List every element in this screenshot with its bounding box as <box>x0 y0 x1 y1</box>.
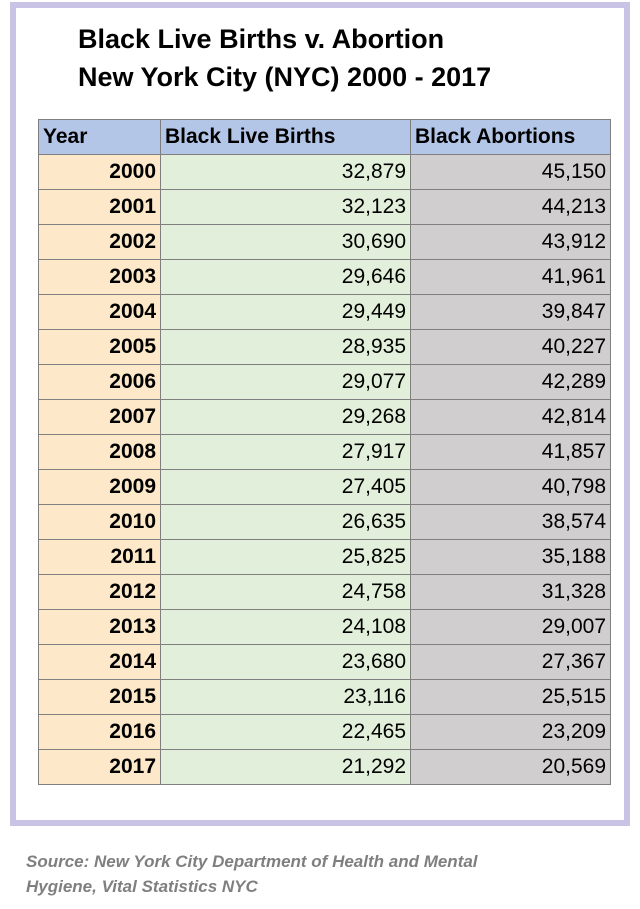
title: New York City (NYC) 2000 - 2017 <box>78 62 492 92</box>
year-cell: 2008 <box>38 434 161 470</box>
year-cell: 2009 <box>38 469 161 505</box>
table-row: 2015 23,116 25,515 <box>38 679 611 715</box>
value-cell: 26,635 <box>160 504 411 540</box>
value-cell: 43,912 <box>410 224 611 260</box>
table-row: 2009 27,405 40,798 <box>38 469 611 505</box>
value-cell: 21,292 <box>160 749 411 785</box>
value-cell: 29,077 <box>160 364 411 400</box>
value-cell: 32,879 <box>160 154 411 190</box>
value-cell: 29,007 <box>410 609 611 645</box>
year-cell: 2006 <box>38 364 161 400</box>
year-cell: 2007 <box>38 399 161 435</box>
frame: Black Live Births v. Abortion New York C… <box>10 2 630 826</box>
year-cell: 2015 <box>38 679 161 715</box>
table-row: 2017 21,292 20,569 <box>38 749 611 785</box>
table-body: 2000 32,879 45,150 2001 32,123 44,213 2002 30,6… <box>38 154 611 785</box>
value-cell: 41,857 <box>410 434 611 470</box>
year-cell: 2005 <box>38 329 161 365</box>
value-cell: 20,569 <box>410 749 611 785</box>
value-cell: 35,188 <box>410 539 611 575</box>
table-row: 2008 27,917 41,857 <box>38 434 611 470</box>
value-cell: 42,289 <box>410 364 611 400</box>
table-row: 2000 32,879 45,150 <box>38 154 611 190</box>
table-row: 2007 29,268 42,814 <box>38 399 611 435</box>
value-cell: 31,328 <box>410 574 611 610</box>
year-cell: 2002 <box>38 224 161 260</box>
year-cell: 2012 <box>38 574 161 610</box>
year-cell: 2013 <box>38 609 161 645</box>
header-row: Year Black Live Births Black Abortions <box>38 119 611 155</box>
table-row: 2010 26,635 38,574 <box>38 504 611 540</box>
value-cell: 40,227 <box>410 329 611 365</box>
value-cell: 24,758 <box>160 574 411 610</box>
value-cell: 29,646 <box>160 259 411 295</box>
table-row: 2004 29,449 39,847 <box>38 294 611 330</box>
value-cell: 32,123 <box>160 189 411 225</box>
table-row: 2013 24,108 29,007 <box>38 609 611 645</box>
data-table: Year Black Live Births Black Abortions 2… <box>38 119 611 785</box>
value-cell: 39,847 <box>410 294 611 330</box>
value-cell: 27,917 <box>160 434 411 470</box>
value-cell: 42,814 <box>410 399 611 435</box>
table-row: 2011 25,825 35,188 <box>38 539 611 575</box>
year-cell: 2011 <box>38 539 161 575</box>
column-header: Black Live Births <box>160 119 411 155</box>
year-cell: 2000 <box>38 154 161 190</box>
year-cell: 2010 <box>38 504 161 540</box>
table-row: 2006 29,077 42,289 <box>38 364 611 400</box>
title: Black Live Births v. Abortion <box>78 24 445 54</box>
value-cell: 30,690 <box>160 224 411 260</box>
year-cell: 2016 <box>38 714 161 750</box>
source-note: Source: New York City Department of Heal… <box>26 852 478 871</box>
table-row: 2002 30,690 43,912 <box>38 224 611 260</box>
value-cell: 27,367 <box>410 644 611 680</box>
value-cell: 22,465 <box>160 714 411 750</box>
value-cell: 27,405 <box>160 469 411 505</box>
table-row: 2014 23,680 27,367 <box>38 644 611 680</box>
year-cell: 2003 <box>38 259 161 295</box>
year-cell: 2014 <box>38 644 161 680</box>
year-cell: 2004 <box>38 294 161 330</box>
value-cell: 41,961 <box>410 259 611 295</box>
value-cell: 23,209 <box>410 714 611 750</box>
year-cell: 2001 <box>38 189 161 225</box>
value-cell: 23,116 <box>160 679 411 715</box>
table-row: 2005 28,935 40,227 <box>38 329 611 365</box>
year-cell: 2017 <box>38 749 161 785</box>
value-cell: 29,449 <box>160 294 411 330</box>
table-row: 2012 24,758 31,328 <box>38 574 611 610</box>
value-cell: 24,108 <box>160 609 411 645</box>
column-header: Year <box>38 119 161 155</box>
column-header: Black Abortions <box>410 119 611 155</box>
value-cell: 44,213 <box>410 189 611 225</box>
source-note: Hygiene, Vital Statistics NYC <box>26 877 258 896</box>
value-cell: 38,574 <box>410 504 611 540</box>
value-cell: 29,268 <box>160 399 411 435</box>
value-cell: 23,680 <box>160 644 411 680</box>
value-cell: 45,150 <box>410 154 611 190</box>
value-cell: 40,798 <box>410 469 611 505</box>
value-cell: 25,825 <box>160 539 411 575</box>
value-cell: 28,935 <box>160 329 411 365</box>
table-row: 2003 29,646 41,961 <box>38 259 611 295</box>
value-cell: 25,515 <box>410 679 611 715</box>
table-row: 2016 22,465 23,209 <box>38 714 611 750</box>
table-row: 2001 32,123 44,213 <box>38 189 611 225</box>
